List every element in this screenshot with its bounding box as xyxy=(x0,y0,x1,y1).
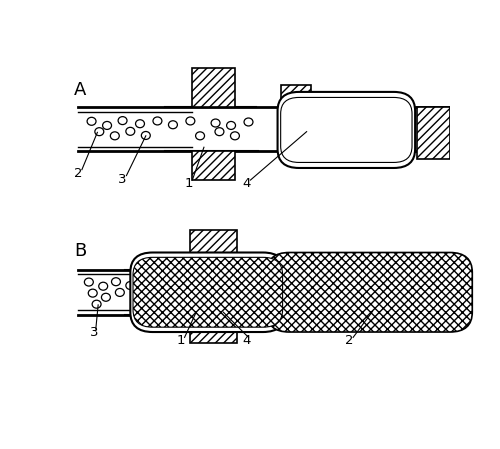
FancyBboxPatch shape xyxy=(133,257,282,327)
Circle shape xyxy=(186,117,195,125)
FancyBboxPatch shape xyxy=(130,252,286,332)
Circle shape xyxy=(226,122,235,129)
Text: 4: 4 xyxy=(242,177,251,190)
Text: 1: 1 xyxy=(176,335,185,348)
Circle shape xyxy=(230,132,239,140)
Circle shape xyxy=(84,278,94,286)
Text: 3: 3 xyxy=(118,172,127,185)
Circle shape xyxy=(126,128,135,135)
Circle shape xyxy=(88,289,97,297)
Circle shape xyxy=(126,282,135,290)
Text: 1: 1 xyxy=(184,177,192,190)
FancyBboxPatch shape xyxy=(278,92,415,168)
Circle shape xyxy=(211,119,220,127)
Circle shape xyxy=(112,278,120,286)
Circle shape xyxy=(95,128,104,136)
Circle shape xyxy=(142,132,150,140)
Bar xyxy=(190,230,237,270)
FancyBboxPatch shape xyxy=(267,252,472,332)
Circle shape xyxy=(196,132,204,140)
Circle shape xyxy=(116,288,124,296)
Circle shape xyxy=(118,117,127,124)
Bar xyxy=(190,315,237,343)
Circle shape xyxy=(92,300,101,308)
Circle shape xyxy=(102,122,112,129)
Circle shape xyxy=(87,117,96,125)
Text: 2: 2 xyxy=(74,167,82,180)
Text: 2: 2 xyxy=(345,335,354,348)
Bar xyxy=(282,85,310,107)
Circle shape xyxy=(168,121,177,129)
Text: B: B xyxy=(74,242,86,260)
Text: 4: 4 xyxy=(242,335,251,348)
Bar xyxy=(192,68,235,107)
Circle shape xyxy=(136,120,144,128)
Circle shape xyxy=(153,117,162,125)
Circle shape xyxy=(244,118,253,126)
Text: 3: 3 xyxy=(90,326,98,339)
Text: A: A xyxy=(74,81,86,99)
Circle shape xyxy=(98,282,108,290)
Bar xyxy=(192,151,235,180)
Bar xyxy=(417,107,450,159)
FancyBboxPatch shape xyxy=(280,97,412,163)
Circle shape xyxy=(110,132,120,140)
Circle shape xyxy=(102,293,110,301)
Circle shape xyxy=(215,128,224,136)
